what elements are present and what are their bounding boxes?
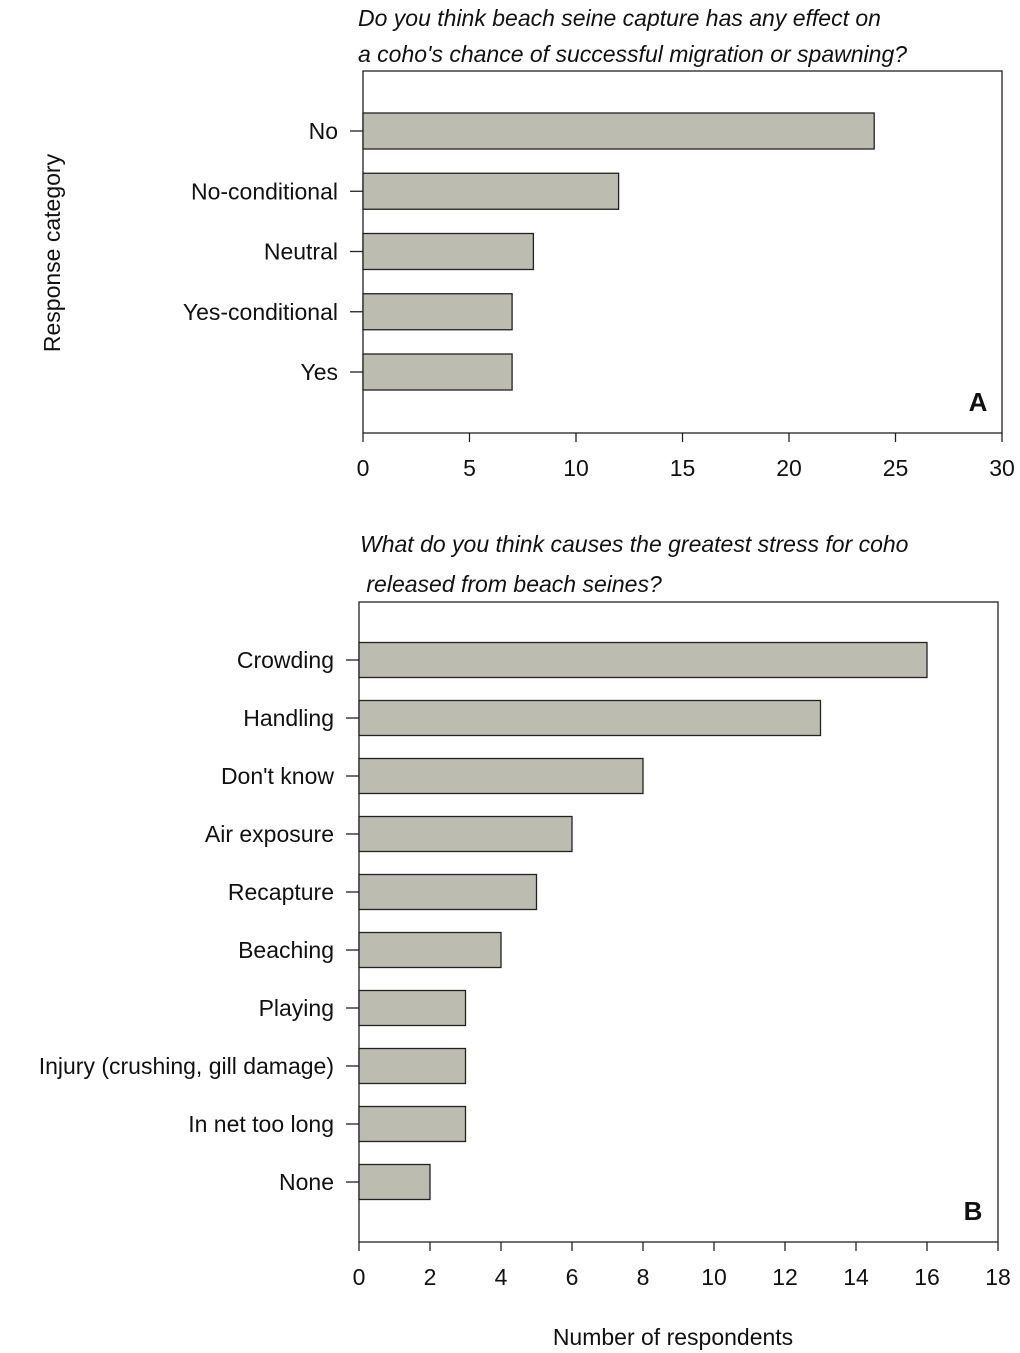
x-tick-label: 20 bbox=[776, 455, 802, 481]
bar-a-1 bbox=[362, 172, 620, 210]
chart-b-plot-frame bbox=[358, 601, 999, 1243]
category-label: Neutral bbox=[264, 239, 338, 265]
x-tick-label: 10 bbox=[563, 455, 589, 481]
category-label: Playing bbox=[259, 995, 334, 1021]
x-tick-label: 4 bbox=[495, 1264, 508, 1290]
chart-a-title-line-1: Do you think beach seine capture has any… bbox=[358, 5, 881, 31]
chart-a-category-labels: No No-conditional Neutral Yes-conditional Ye… bbox=[183, 118, 363, 385]
category-label: Air exposure bbox=[205, 821, 334, 847]
x-tick-label: 6 bbox=[566, 1264, 579, 1290]
x-tick-label: 8 bbox=[637, 1264, 650, 1290]
category-label: None bbox=[279, 1169, 334, 1195]
bar-b-7 bbox=[358, 1047, 467, 1085]
bar-a-4 bbox=[362, 353, 513, 391]
chart-b-x-axis-label: Number of respondents bbox=[553, 1324, 793, 1350]
category-label: Injury (crushing, gill damage) bbox=[39, 1053, 334, 1079]
bar-a-3 bbox=[362, 293, 513, 331]
x-tick-label: 2 bbox=[424, 1264, 437, 1290]
category-label: Recapture bbox=[228, 879, 334, 905]
x-tick-label: 0 bbox=[357, 455, 370, 481]
bar-b-6 bbox=[358, 989, 467, 1027]
x-tick-label: 30 bbox=[989, 455, 1015, 481]
bar-b-5 bbox=[358, 931, 502, 969]
x-tick-label: 14 bbox=[843, 1264, 869, 1290]
bar-b-1 bbox=[358, 699, 822, 737]
x-tick-label: 25 bbox=[883, 455, 909, 481]
bar-b-3 bbox=[358, 815, 573, 853]
chart-b-category-labels: Crowding Handling Don't know Air exposure Re… bbox=[39, 647, 359, 1195]
chart-a-title-line-2: a coho's chance of successful migration … bbox=[358, 41, 907, 67]
bar-b-4 bbox=[358, 873, 538, 911]
category-label: Beaching bbox=[238, 937, 334, 963]
chart-b: What do you think causes the greatest st… bbox=[39, 531, 1011, 1350]
category-label: Yes-conditional bbox=[183, 299, 338, 325]
chart-a-y-axis-label: Response category bbox=[39, 153, 65, 352]
category-label: No-conditional bbox=[191, 178, 338, 204]
x-tick-label: 18 bbox=[985, 1264, 1011, 1290]
bar-b-9 bbox=[358, 1163, 431, 1201]
chart-b-title-line-1: What do you think causes the greatest st… bbox=[360, 531, 909, 557]
chart-a: Do you think beach seine capture has any… bbox=[39, 5, 1015, 481]
chart-a-panel-label: A bbox=[969, 387, 988, 417]
chart-a-x-ticks: 0 5 10 15 20 25 30 bbox=[357, 433, 1015, 481]
category-label: Crowding bbox=[237, 647, 334, 673]
x-tick-label: 0 bbox=[353, 1264, 366, 1290]
bar-a-2 bbox=[362, 232, 535, 271]
x-tick-label: 16 bbox=[914, 1264, 940, 1290]
bar-a-0 bbox=[362, 112, 875, 150]
category-label: No bbox=[309, 118, 338, 144]
chart-b-title-line-2: released from beach seines? bbox=[360, 571, 662, 597]
chart-b-x-ticks: 0 2 4 6 8 10 12 14 16 18 bbox=[353, 1242, 1011, 1290]
chart-a-bars bbox=[362, 112, 875, 391]
chart-b-panel-label: B bbox=[964, 1196, 983, 1226]
category-label: Yes bbox=[300, 359, 338, 385]
x-tick-label: 5 bbox=[463, 455, 476, 481]
x-tick-label: 12 bbox=[772, 1264, 798, 1290]
category-label: Handling bbox=[243, 705, 334, 731]
bar-b-2 bbox=[358, 757, 644, 795]
x-tick-label: 10 bbox=[701, 1264, 727, 1290]
bar-b-8 bbox=[358, 1105, 467, 1143]
category-label: Don't know bbox=[221, 763, 334, 789]
category-label: In net too long bbox=[188, 1111, 334, 1137]
x-tick-label: 15 bbox=[670, 455, 696, 481]
chart-b-bars bbox=[358, 641, 928, 1201]
bar-b-0 bbox=[358, 641, 928, 679]
